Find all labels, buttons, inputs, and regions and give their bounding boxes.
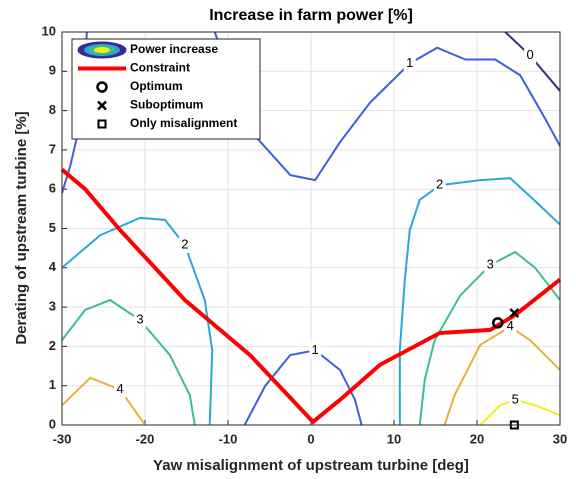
y-tick-label: 5 (49, 220, 56, 235)
contour-label-bg (433, 177, 446, 194)
contour-label: 4 (116, 381, 123, 396)
contour-label: 3 (487, 256, 494, 271)
legend-swatch (97, 100, 107, 111)
legend-swatch (96, 81, 108, 93)
marker (509, 308, 520, 318)
marker (492, 317, 504, 329)
x-tick-label: -30 (53, 431, 72, 446)
contour-label-bg (509, 391, 522, 408)
contour-label-bg (403, 55, 416, 72)
contour-line (61, 376, 146, 426)
x-axis-label: Yaw misalignment of upstream turbine [de… (153, 457, 469, 474)
y-tick-label: 2 (49, 338, 56, 353)
contour-label: 2 (436, 177, 443, 192)
x-tick-label: -20 (136, 431, 155, 446)
y-tick-label: 8 (49, 102, 56, 117)
y-tick-label: 3 (49, 299, 56, 314)
contour-line (398, 177, 561, 425)
y-tick-label: 6 (49, 181, 56, 196)
y-axis-label: Derating of upstream turbine [%] (13, 111, 30, 344)
contour-label-bg (309, 342, 322, 359)
legend-label: Only misalignment (130, 116, 237, 130)
y-tick-label: 7 (49, 141, 56, 156)
y-tick-label: 0 (49, 416, 56, 431)
y-tick-label: 4 (49, 259, 57, 274)
legend-swatch (94, 47, 110, 53)
legend: Power increase Constraint Optimum Suboptimu… (71, 38, 261, 140)
contour-label: 0 (527, 47, 534, 62)
y-tick-label: 1 (49, 377, 56, 392)
contour-line (418, 250, 561, 426)
legend-label: Optimum (130, 79, 183, 93)
legend-label: Power increase (130, 42, 218, 56)
x-tick-label: 20 (470, 431, 484, 446)
contour-label-bg (178, 237, 191, 254)
contour-label-bg (484, 257, 497, 274)
contour-label: 4 (507, 318, 514, 333)
contour-line (61, 216, 214, 426)
contour-label-bg (134, 312, 147, 329)
contour-label-bg (524, 47, 537, 64)
x-tick-label: -10 (219, 431, 238, 446)
contour-label: 1 (406, 55, 413, 70)
contour-line (443, 325, 561, 426)
contour-label-bg (114, 381, 127, 398)
contour-label: 1 (312, 342, 319, 357)
legend-label: Suboptimum (130, 98, 203, 112)
x-tick-label: 10 (387, 431, 401, 446)
y-tick-label: 10 (42, 23, 56, 38)
y-tick-label: 9 (49, 63, 56, 78)
contour-label-bg (504, 318, 517, 335)
contour-label: 5 (512, 391, 519, 406)
contour-label: 2 (181, 236, 188, 251)
plot-border (61, 31, 561, 426)
contour-label: 3 (136, 312, 143, 327)
legend-label: Constraint (130, 61, 190, 75)
chart-title: Increase in farm power [%] (209, 7, 413, 24)
x-tick-label: 0 (307, 431, 314, 446)
legend-swatch (97, 119, 107, 129)
x-tick-label: 30 (553, 431, 567, 446)
